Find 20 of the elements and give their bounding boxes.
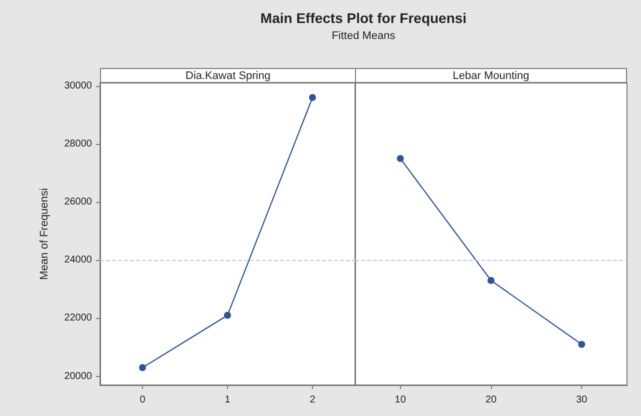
point [309,94,316,102]
y-tick-label: 22000 [64,312,92,324]
chart-subtitle: Fitted Means [330,30,396,42]
x-tick-label: 30 [576,394,588,406]
y-axis-title: Mean of Frequensi [38,188,50,280]
y-tick-label: 28000 [64,138,92,150]
point [139,364,146,372]
x-tick-label: 20 [485,394,497,406]
x-tick-label: 10 [394,394,406,406]
chart-title: Main Effects Plot for Frequensi [259,10,468,26]
text: Dia.Kawat Spring [100,68,356,83]
y-tick-label: 24000 [64,254,92,266]
y-tick-label: 30000 [64,80,92,92]
y-tick-label: 20000 [64,370,92,382]
x-tick-label: 2 [310,394,316,406]
text: Lebar Mounting [355,68,627,83]
x-tick-label: 0 [140,394,146,406]
y-tick-label: 26000 [64,196,92,208]
point [224,312,231,319]
x-tick-label: 1 [224,394,231,406]
